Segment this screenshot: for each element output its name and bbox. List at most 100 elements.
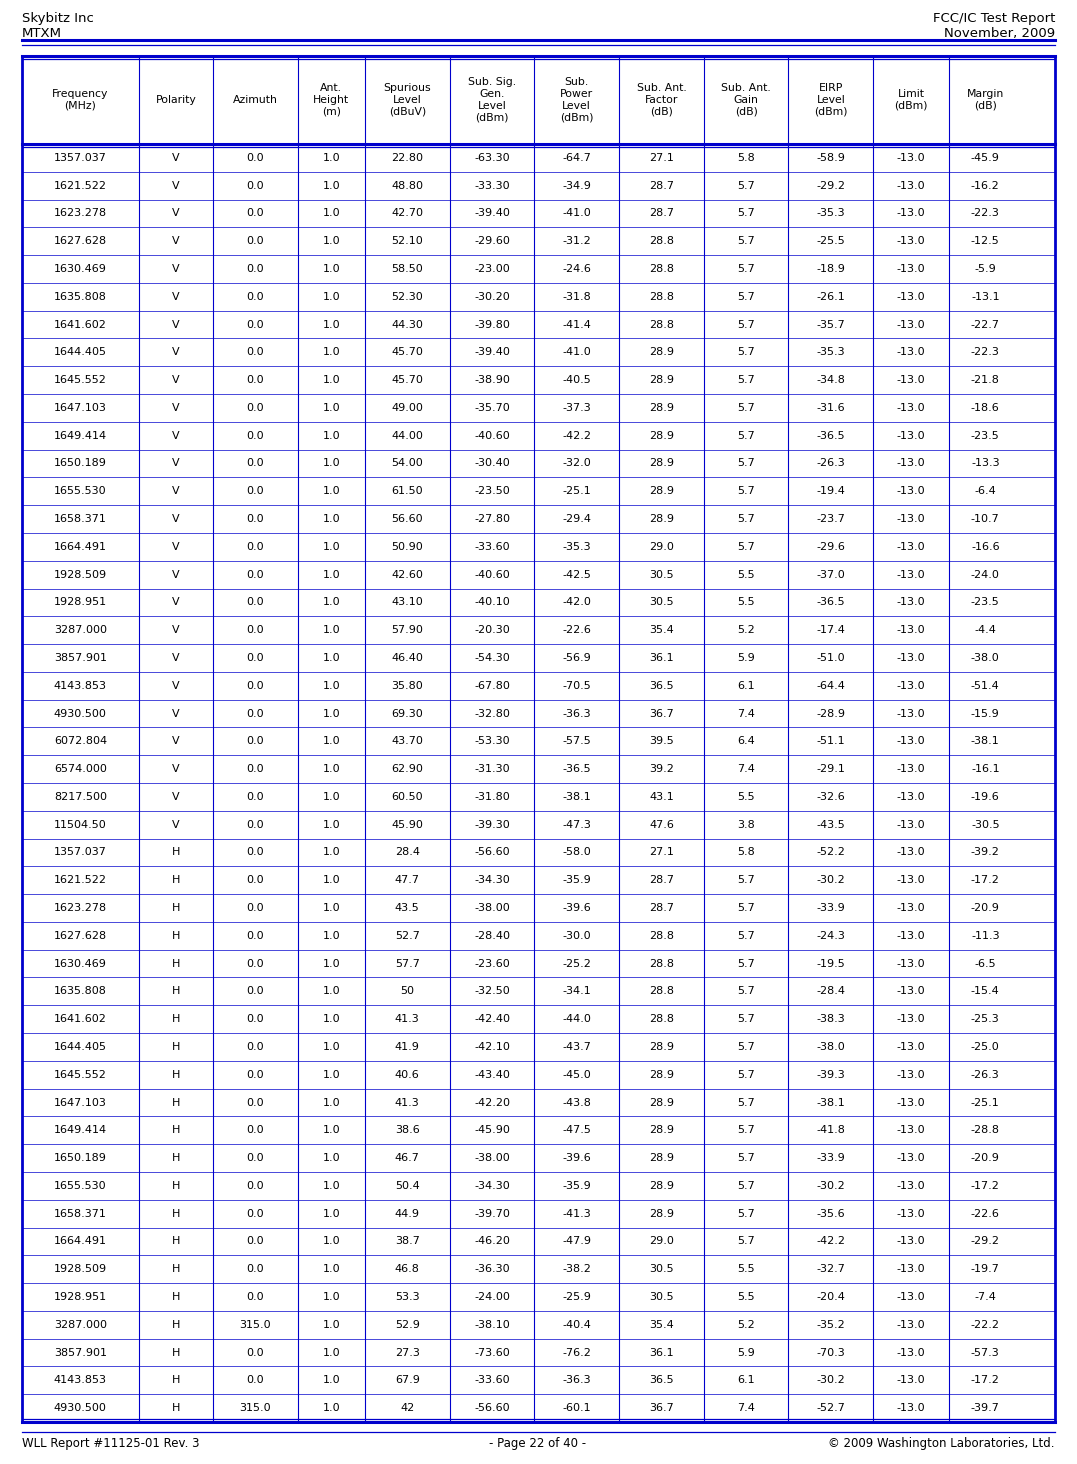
Text: H: H xyxy=(171,1403,180,1413)
Text: 67.9: 67.9 xyxy=(395,1375,420,1385)
Text: V: V xyxy=(172,236,180,246)
Text: 1.0: 1.0 xyxy=(323,1154,340,1162)
Text: 5.7: 5.7 xyxy=(738,486,755,496)
Text: -25.0: -25.0 xyxy=(970,1042,999,1053)
Text: 52.9: 52.9 xyxy=(395,1319,420,1329)
Text: 36.5: 36.5 xyxy=(649,1375,674,1385)
Text: -36.3: -36.3 xyxy=(562,709,591,719)
Text: 1.0: 1.0 xyxy=(323,1375,340,1385)
Text: 36.7: 36.7 xyxy=(649,1403,674,1413)
Text: 1649.414: 1649.414 xyxy=(54,430,107,441)
Text: -63.30: -63.30 xyxy=(474,152,509,163)
Text: 5.7: 5.7 xyxy=(738,236,755,246)
Text: 1.0: 1.0 xyxy=(323,987,340,997)
Text: -24.00: -24.00 xyxy=(474,1291,509,1301)
Text: 43.5: 43.5 xyxy=(395,903,420,914)
Text: 5.7: 5.7 xyxy=(738,903,755,914)
Text: 0.0: 0.0 xyxy=(247,430,264,441)
Text: 5.7: 5.7 xyxy=(738,987,755,997)
Text: -29.1: -29.1 xyxy=(816,764,845,774)
Text: 40.6: 40.6 xyxy=(395,1070,420,1080)
Text: -20.30: -20.30 xyxy=(474,625,509,635)
Text: -28.9: -28.9 xyxy=(816,709,845,719)
Text: 5.7: 5.7 xyxy=(738,458,755,468)
Text: 49.00: 49.00 xyxy=(391,403,423,413)
Text: 1655.530: 1655.530 xyxy=(54,1181,107,1190)
Text: 5.9: 5.9 xyxy=(738,1347,755,1357)
Text: 1.0: 1.0 xyxy=(323,208,340,218)
Text: H: H xyxy=(171,903,180,914)
Text: -36.3: -36.3 xyxy=(562,1375,591,1385)
Text: 1.0: 1.0 xyxy=(323,319,340,329)
Text: 57.7: 57.7 xyxy=(395,959,420,969)
Text: 1.0: 1.0 xyxy=(323,1347,340,1357)
Text: 1658.371: 1658.371 xyxy=(54,1209,107,1218)
Text: -6.5: -6.5 xyxy=(975,959,996,969)
Text: -22.3: -22.3 xyxy=(970,347,999,357)
Text: -56.60: -56.60 xyxy=(474,848,509,858)
Text: 28.8: 28.8 xyxy=(649,236,674,246)
Text: Frequency
(MHz): Frequency (MHz) xyxy=(52,89,109,111)
Text: 58.50: 58.50 xyxy=(391,264,423,274)
Text: 1.0: 1.0 xyxy=(323,764,340,774)
Text: -60.1: -60.1 xyxy=(562,1403,591,1413)
Text: -13.1: -13.1 xyxy=(971,291,999,302)
Text: V: V xyxy=(172,736,180,747)
Text: -39.30: -39.30 xyxy=(474,820,509,830)
Text: -45.90: -45.90 xyxy=(474,1126,509,1135)
Text: -26.3: -26.3 xyxy=(970,1070,999,1080)
Text: 5.2: 5.2 xyxy=(738,625,755,635)
Text: -22.6: -22.6 xyxy=(562,625,591,635)
Text: 1928.951: 1928.951 xyxy=(54,597,107,608)
Text: -26.3: -26.3 xyxy=(816,458,845,468)
Text: 1647.103: 1647.103 xyxy=(54,403,107,413)
Text: -19.7: -19.7 xyxy=(970,1265,999,1274)
Text: 5.7: 5.7 xyxy=(738,347,755,357)
Text: 27.1: 27.1 xyxy=(649,848,674,858)
Text: 1627.628: 1627.628 xyxy=(54,931,107,941)
Text: -19.4: -19.4 xyxy=(816,486,845,496)
Text: -13.0: -13.0 xyxy=(896,569,925,580)
Text: -45.9: -45.9 xyxy=(970,152,999,163)
Text: -13.0: -13.0 xyxy=(896,403,925,413)
Text: 1.0: 1.0 xyxy=(323,486,340,496)
Text: -13.0: -13.0 xyxy=(896,1181,925,1190)
Text: -24.6: -24.6 xyxy=(562,264,591,274)
Text: -35.70: -35.70 xyxy=(474,403,509,413)
Text: 61.50: 61.50 xyxy=(392,486,423,496)
Text: -27.80: -27.80 xyxy=(474,514,510,524)
Text: -13.0: -13.0 xyxy=(896,291,925,302)
Text: 1.0: 1.0 xyxy=(323,542,340,552)
Text: -13.0: -13.0 xyxy=(896,264,925,274)
Text: -46.20: -46.20 xyxy=(474,1237,509,1246)
Text: -43.7: -43.7 xyxy=(562,1042,591,1053)
Text: -20.9: -20.9 xyxy=(970,1154,999,1162)
Text: -18.6: -18.6 xyxy=(970,403,999,413)
Text: 0.0: 0.0 xyxy=(247,681,264,691)
Text: 35.80: 35.80 xyxy=(391,681,423,691)
Text: -24.0: -24.0 xyxy=(970,569,999,580)
Text: -13.0: -13.0 xyxy=(896,1237,925,1246)
Text: H: H xyxy=(171,959,180,969)
Text: 41.9: 41.9 xyxy=(395,1042,420,1053)
Text: V: V xyxy=(172,264,180,274)
Text: V: V xyxy=(172,152,180,163)
Text: -39.40: -39.40 xyxy=(474,208,509,218)
Text: -18.9: -18.9 xyxy=(816,264,845,274)
Text: 1635.808: 1635.808 xyxy=(54,987,107,997)
Text: 50.4: 50.4 xyxy=(395,1181,420,1190)
Text: 50: 50 xyxy=(401,987,415,997)
Text: -42.5: -42.5 xyxy=(562,569,591,580)
Text: 28.9: 28.9 xyxy=(649,1070,674,1080)
Text: Sub. Ant.
Factor
(dB): Sub. Ant. Factor (dB) xyxy=(637,83,686,117)
Text: -47.3: -47.3 xyxy=(562,820,591,830)
Text: H: H xyxy=(171,987,180,997)
Text: 1.0: 1.0 xyxy=(323,1291,340,1301)
Text: -35.3: -35.3 xyxy=(816,208,845,218)
Text: WLL Report #11125-01 Rev. 3: WLL Report #11125-01 Rev. 3 xyxy=(22,1438,199,1449)
Text: -38.0: -38.0 xyxy=(970,653,999,663)
Text: -24.3: -24.3 xyxy=(816,931,845,941)
Text: H: H xyxy=(171,1291,180,1301)
Text: 315.0: 315.0 xyxy=(240,1319,271,1329)
Text: 1.0: 1.0 xyxy=(323,514,340,524)
